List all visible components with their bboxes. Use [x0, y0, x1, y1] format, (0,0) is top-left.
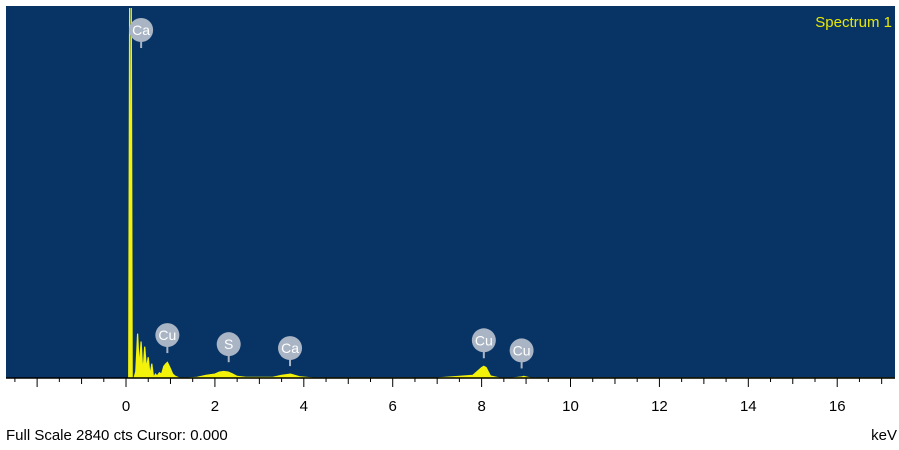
x-tick-label: 6 [389, 398, 397, 415]
peak-marker-label: S [224, 336, 233, 352]
peak-marker-circle [129, 18, 154, 42]
peak-marker-label: Ca [281, 340, 299, 356]
x-tick-label: 12 [651, 398, 668, 415]
peak-marker-circle [155, 323, 180, 348]
peak-marker-circle [509, 338, 534, 363]
peak-marker-ca-0[interactable]: Ca [129, 18, 154, 48]
x-tick-label: 16 [829, 398, 846, 415]
status-readout: Full Scale 2840 cts Cursor: 0.000 [6, 427, 228, 444]
peak-marker-label: Cu [513, 342, 531, 358]
peak-marker-cu-5[interactable]: Cu [509, 338, 534, 369]
x-tick-label: 4 [300, 398, 308, 415]
peak-marker-circle [278, 336, 303, 361]
peak-marker-s-2[interactable]: S [216, 332, 241, 363]
peak-marker-circle [216, 332, 241, 357]
x-tick-label: 8 [477, 398, 485, 415]
peak-marker-label: Ca [132, 22, 150, 38]
peak-marker-label: Cu [158, 327, 176, 343]
x-axis-unit-label: keV [871, 427, 897, 444]
peak-marker-ca-3[interactable]: Ca [278, 336, 303, 367]
peak-marker-cu-4[interactable]: Cu [471, 328, 496, 359]
peak-marker-label: Cu [475, 332, 493, 348]
plot-area[interactable] [6, 6, 895, 378]
x-tick-label: 10 [562, 398, 579, 415]
peak-marker-circle [471, 328, 496, 353]
x-tick-label: 0 [122, 398, 130, 415]
x-tick-label: 14 [740, 398, 757, 415]
peak-marker-cu-1[interactable]: Cu [155, 323, 180, 354]
spectrum-title: Spectrum 1 [815, 14, 892, 31]
x-tick-label: 2 [211, 398, 219, 415]
